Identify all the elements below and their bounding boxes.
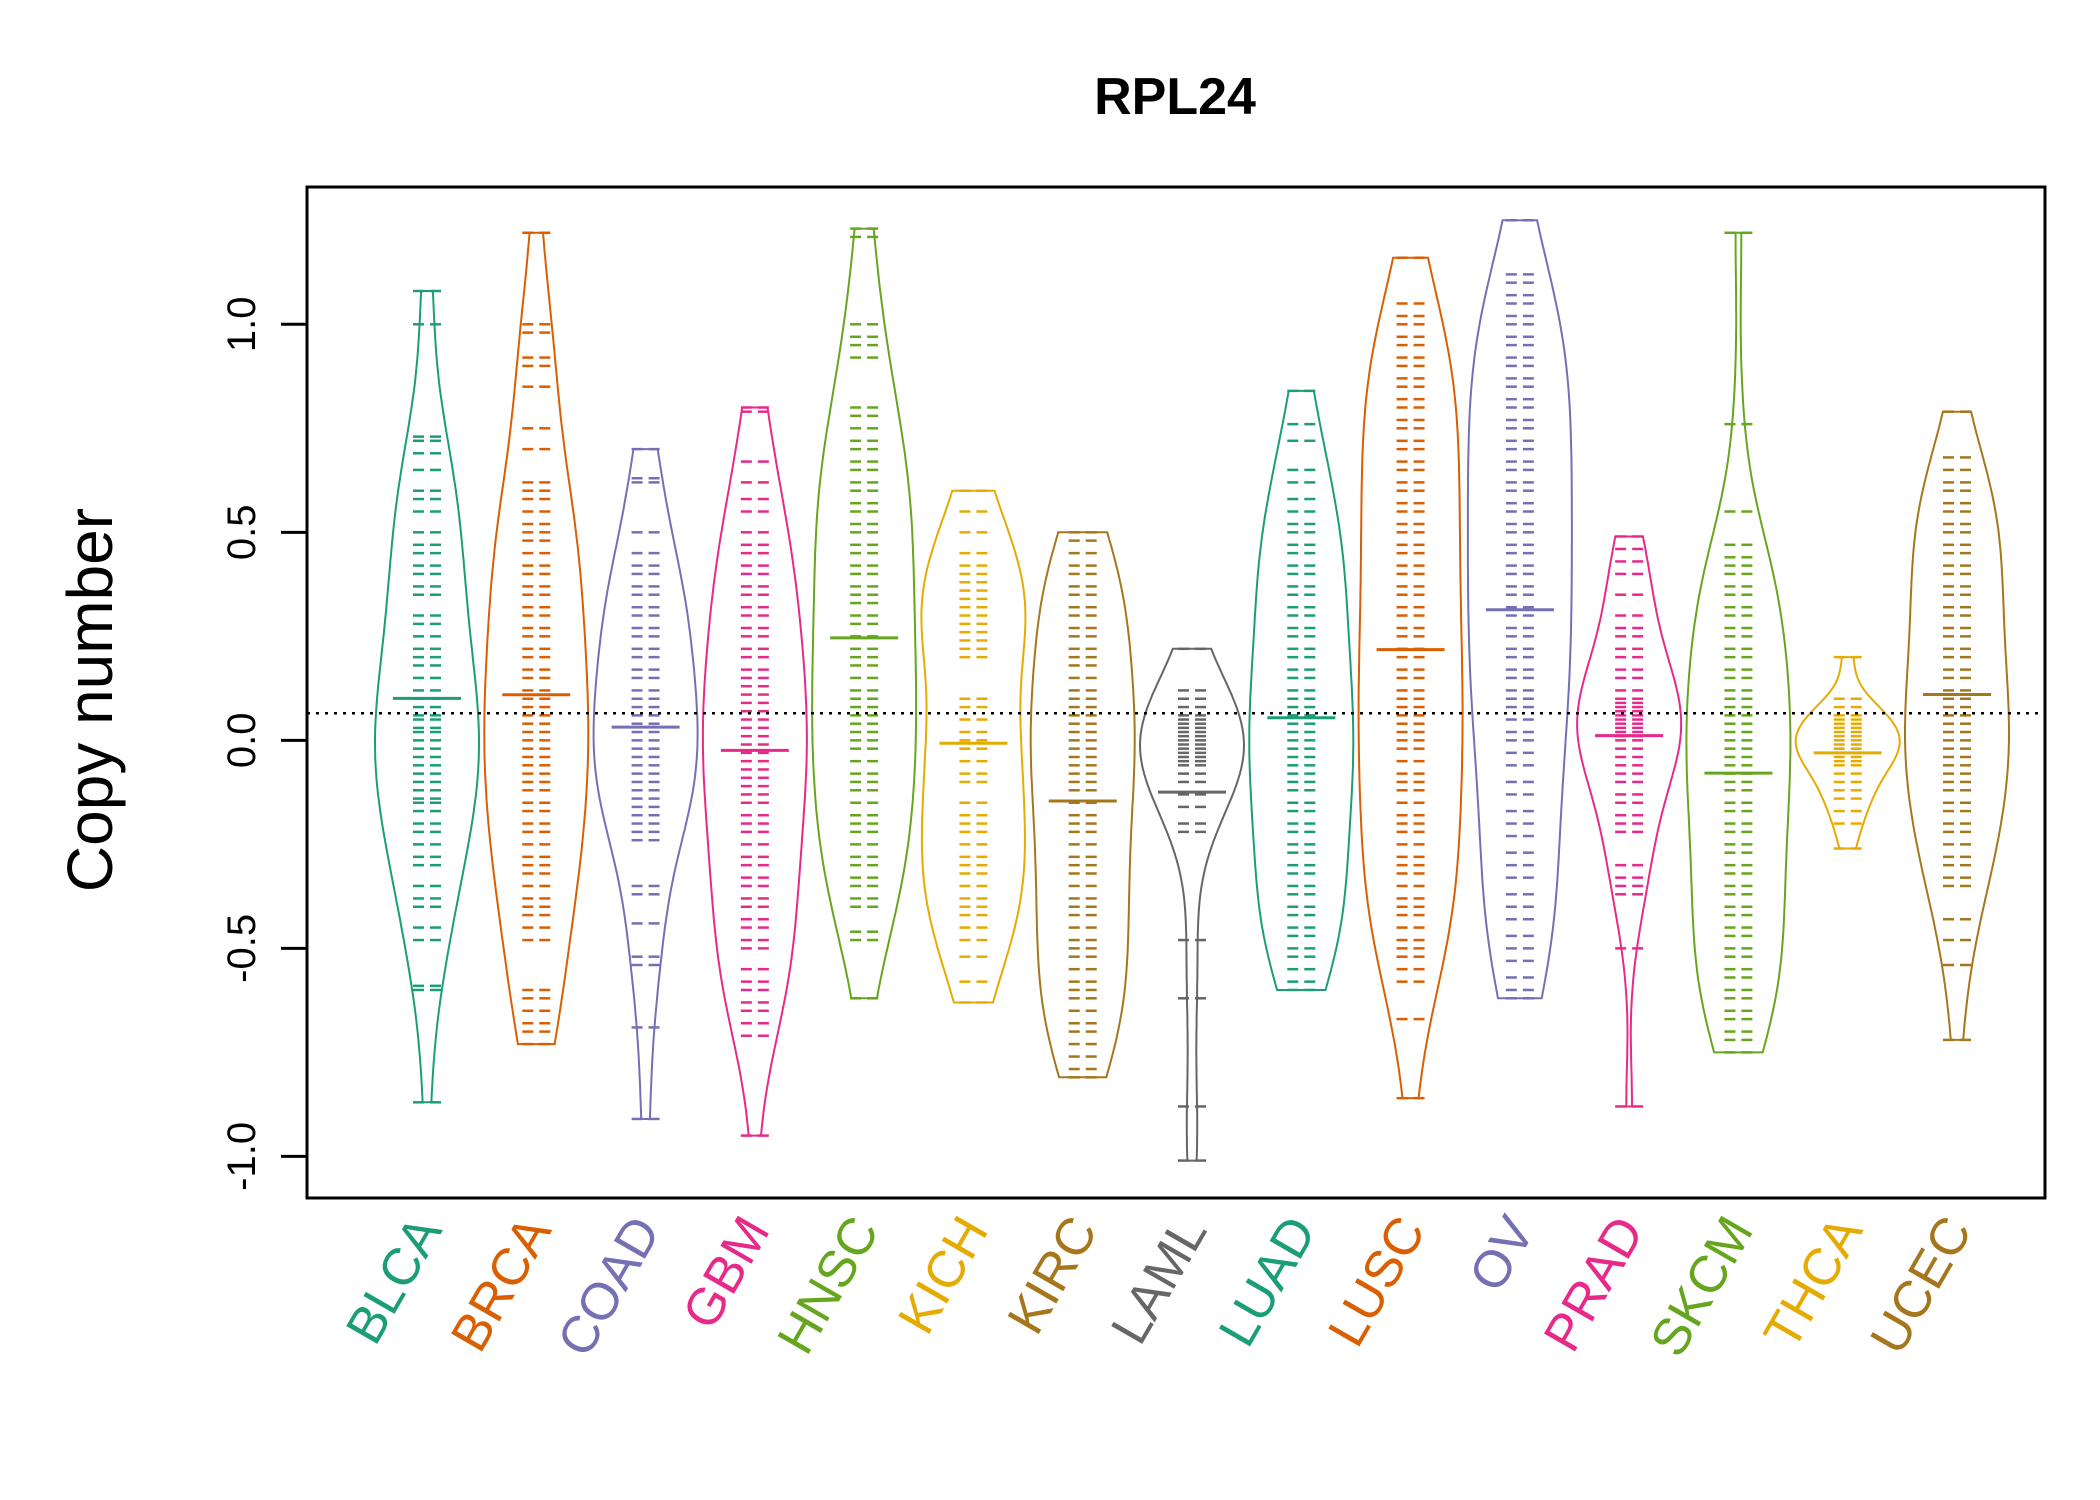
bean-coad <box>592 447 699 1121</box>
y-tick-label: 1.0 <box>220 296 264 352</box>
bean-skcm <box>1685 231 1792 1054</box>
bean-outline <box>920 489 1027 1004</box>
bean-outline <box>1904 410 2010 1041</box>
y-tick-label: 0.5 <box>220 505 264 561</box>
bean-luad <box>1248 389 1355 992</box>
bean-hnsc <box>811 227 918 1000</box>
bean-outline <box>1466 219 1573 1000</box>
bean-blca <box>373 289 481 1104</box>
bean-outline <box>1138 647 1246 1162</box>
y-tick-label: -1.0 <box>220 1122 264 1191</box>
bean-kirc <box>1029 531 1136 1079</box>
bean-ov <box>1466 219 1573 1000</box>
y-axis-label: Copy number <box>54 508 126 892</box>
bean-outline <box>1685 231 1792 1054</box>
y-tick-label: 0.0 <box>220 713 264 769</box>
bean-lusc <box>1357 256 1464 1100</box>
bean-outline <box>1357 256 1464 1100</box>
bean-ucec <box>1904 410 2010 1042</box>
y-tick-label: -0.5 <box>220 914 264 983</box>
bean-laml <box>1138 647 1246 1162</box>
bean-gbm <box>701 406 808 1137</box>
beans-layer <box>373 219 2010 1162</box>
bean-outline <box>1029 531 1136 1079</box>
chart-title: RPL24 <box>1094 68 1256 126</box>
bean-kich <box>920 489 1027 1004</box>
y-axis: -1.0 -0.5 0.0 0.5 1.0 <box>220 296 309 1191</box>
bean-brca <box>483 231 590 1046</box>
bean-thca <box>1794 655 1901 850</box>
bean-prad <box>1576 535 1683 1108</box>
